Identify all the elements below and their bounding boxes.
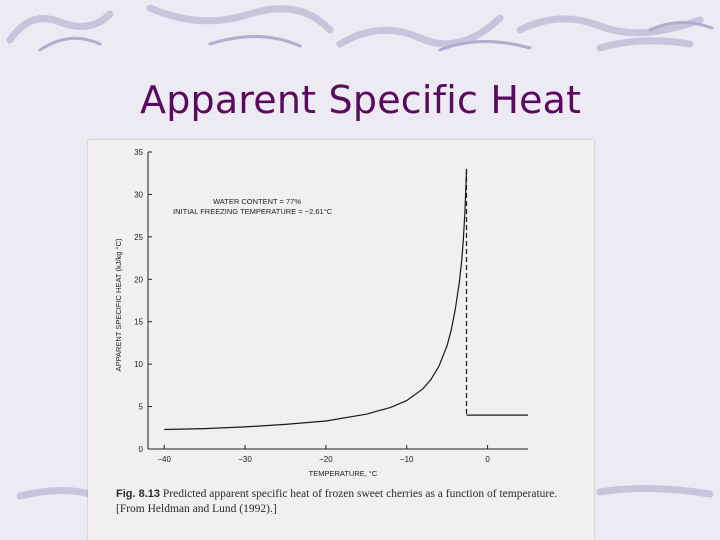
x-tick-label: −20 xyxy=(319,455,333,464)
x-tick-label: −10 xyxy=(400,455,414,464)
slide-title: Apparent Specific Heat xyxy=(140,78,582,122)
deco-swirl xyxy=(336,14,504,48)
caption-text: Predicted apparent specific heat of froz… xyxy=(116,488,558,515)
annotation-initial-freezing-temperature: INITIAL FREEZING TEMPERATURE = −2.61°C xyxy=(173,207,333,216)
y-tick-label: 5 xyxy=(139,403,144,412)
deco-swirl xyxy=(146,4,334,34)
figure-caption: Fig. 8.13 Predicted apparent specific he… xyxy=(116,487,586,517)
chart: 0 5 10 15 20 25 30 35 −40 −30 −20 −10 0 WATER CONTEN… xyxy=(114,148,528,478)
deco-swirl xyxy=(516,15,704,37)
deco-swirl xyxy=(16,486,94,500)
caption-label: Fig. 8.13 xyxy=(116,488,161,500)
y-axis-label: APPARENT SPECIFIC HEAT (kJ/kg °C) xyxy=(114,238,123,371)
deco-swirl xyxy=(38,36,102,52)
y-tick-label: 0 xyxy=(139,445,144,454)
deco-swirl xyxy=(438,40,532,52)
annotation-water-content: WATER CONTENT = 77% xyxy=(213,197,301,206)
x-tick-label: 0 xyxy=(485,455,490,464)
x-tick-label: −40 xyxy=(157,455,171,464)
series-line-0 xyxy=(164,168,468,431)
deco-swirl xyxy=(648,20,714,32)
deco-swirl xyxy=(208,35,302,48)
y-tick-label: 35 xyxy=(134,148,143,157)
deco-swirl xyxy=(6,10,114,44)
y-tick-label: 20 xyxy=(134,275,143,284)
x-axis-label: TEMPERATURE, °C xyxy=(309,469,378,478)
y-tick-label: 25 xyxy=(134,233,143,242)
ticks: 0 5 10 15 20 25 30 35 −40 −30 −20 −10 0 xyxy=(134,148,490,464)
x-tick-label: −30 xyxy=(238,455,252,464)
deco-swirl xyxy=(596,37,694,52)
y-tick-label: 15 xyxy=(134,318,143,327)
series xyxy=(164,168,528,431)
axes xyxy=(147,152,528,450)
deco-swirl xyxy=(596,484,714,498)
figure-scan: 0 5 10 15 20 25 30 35 −40 −30 −20 −10 0 WATER CONTEN… xyxy=(88,140,594,540)
y-tick-label: 10 xyxy=(134,360,143,369)
y-tick-label: 30 xyxy=(134,190,143,199)
